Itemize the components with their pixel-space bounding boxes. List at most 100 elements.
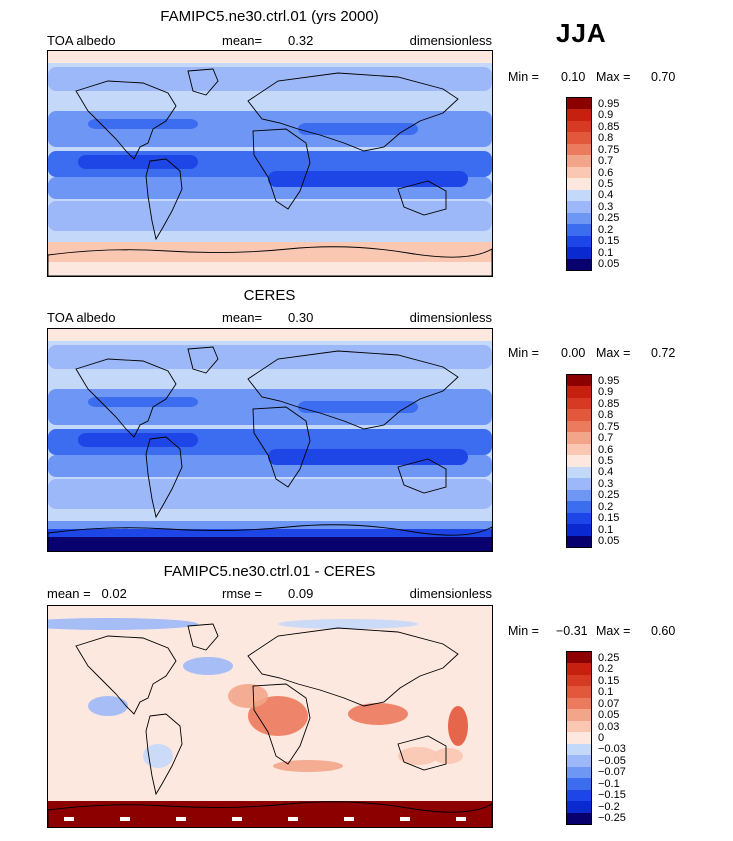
colorbar-level-label: 0.05 [598,535,620,548]
coastline [252,406,311,488]
coastline [145,158,183,241]
panel-2-min-value: 0.00 [561,346,586,360]
coastline [75,80,177,160]
colorbar-level-label: −0.1 [598,777,620,790]
colorbar-cell [567,386,591,399]
colorbar-level-label: 0.85 [598,397,620,410]
panel-1-map [47,50,493,277]
panel-2-map [47,328,493,552]
colorbar-level-label: 0.75 [598,420,620,433]
coastline [75,635,177,715]
colorbar-cell [567,443,591,456]
panel-1-mean-value: 0.32 [288,33,314,48]
colorbar-cell [567,375,591,387]
colorbar-level-label: 0.1 [598,246,614,259]
colorbar-level-label: 0.5 [598,178,614,190]
colorbar-level-label: 0.3 [598,477,614,490]
colorbar-cell [567,189,591,202]
colorbar-level-label: 0.6 [598,166,614,179]
colorbar-cell [567,697,591,710]
colorbar-level-label: 0.25 [598,212,620,225]
colorbar-cell [567,478,591,491]
colorbar-level-label: 0.85 [598,120,620,133]
panel-1-title: FAMIPC5.ne30.ctrl.01 (yrs 2000) [160,8,379,25]
colorbar-level-label: 0.7 [598,432,614,445]
colorbar-cell [567,489,591,502]
colorbar-cell [567,501,591,514]
panel-1-units: dimensionless [409,33,492,48]
panel-2-mean-value: 0.30 [288,310,314,325]
coastline [75,358,177,438]
colorbar-level-label: 0.8 [598,132,614,145]
colorbar-level-label: 0.07 [598,697,620,710]
colorbar-cell [567,212,591,225]
colorbar-cell [567,720,591,733]
colorbar-level-label: 0.4 [598,189,614,202]
panel-3-map-field [48,606,492,827]
colorbar-cell [567,755,591,768]
colorbar-cell [567,512,591,525]
colorbar-level-label: 0.25 [598,651,620,664]
colorbar-level-label: −0.03 [598,743,626,756]
colorbar-level-label: 0.9 [598,386,614,399]
colorbar-cell [567,466,591,479]
panel-2-map-field [48,329,492,551]
panel-2-units: dimensionless [409,310,492,325]
coastline [397,735,447,771]
colorbar-level-label: 0.05 [598,709,620,722]
colorbar-cell [567,143,591,156]
colorbar-cell [567,247,591,260]
panel-1-mean-label: mean= [222,33,263,48]
coastline [48,524,492,551]
colorbar-cell [567,201,591,214]
colorbar-level-label: −0.25 [598,812,626,825]
panel-2-mean-label: mean= [222,310,263,325]
colorbar-cell [567,397,591,410]
panel-2-colorbar [566,374,592,548]
coastline [247,627,459,707]
coastline [247,72,459,152]
colorbar-cell [567,455,591,468]
panel-2-title: CERES [243,287,296,304]
colorbar-level-label: 0.15 [598,512,620,525]
colorbar-cell [567,420,591,433]
colorbar-cell [567,224,591,237]
coastline [145,436,183,519]
panel-3-mean: mean = 0.02 [47,586,127,601]
colorbar-level-label: 0.95 [598,374,620,387]
colorbar-level-label: 0.75 [598,143,620,156]
colorbar-level-label: 0.1 [598,686,614,699]
colorbar-level-label: 0.95 [598,97,620,110]
panel-2-min-label: Min = [508,346,539,360]
colorbar-cell [567,686,591,699]
colorbar-level-label: −0.05 [598,754,626,767]
colorbar-level-label: 0.05 [598,258,620,271]
colorbar-cell [567,812,591,825]
colorbar-cell [567,789,591,802]
colorbar-level-label: 0.25 [598,489,620,502]
colorbar-cell [567,766,591,779]
season-label: JJA [556,18,607,48]
panel-1-min-value: 0.10 [561,70,586,84]
colorbar-cell [567,709,591,722]
panel-1-max-value: 0.70 [651,70,676,84]
colorbar-cell [567,98,591,110]
colorbar-level-label: 0.15 [598,235,620,248]
colorbar-cell [567,432,591,445]
colorbar-level-label: −0.07 [598,766,626,779]
coastline [252,683,311,765]
coastline [187,346,219,374]
colorbar-cell [567,155,591,168]
colorbar-cell [567,663,591,676]
panel-3-max-value: 0.60 [651,624,676,638]
colorbar-cell [567,178,591,191]
colorbar-level-label: 0.9 [598,109,614,122]
colorbar-cell [567,674,591,687]
colorbar-cell [567,109,591,122]
panel-3-rmse-label: rmse = [222,586,263,601]
panel-2-max-value: 0.72 [651,346,676,360]
colorbar-cell [567,535,591,548]
panel-3-rmse-value: 0.09 [288,586,314,601]
coastline [252,128,311,210]
colorbar-level-label: 0.15 [598,674,620,687]
